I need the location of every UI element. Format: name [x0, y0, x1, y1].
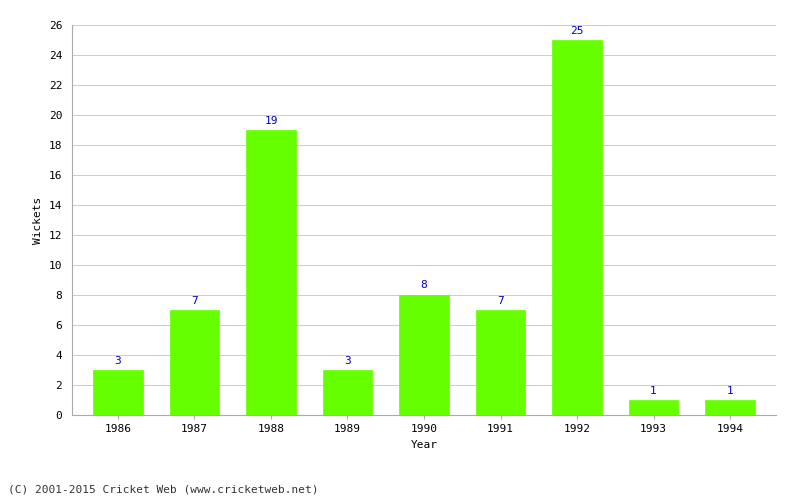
Bar — [476, 310, 526, 415]
Text: 25: 25 — [570, 26, 584, 36]
Text: 7: 7 — [191, 296, 198, 306]
Bar — [552, 40, 602, 415]
Bar — [93, 370, 142, 415]
Bar — [706, 400, 755, 415]
Bar — [399, 295, 449, 415]
Text: 3: 3 — [114, 356, 122, 366]
Text: 1: 1 — [650, 386, 657, 396]
Text: 7: 7 — [497, 296, 504, 306]
Y-axis label: Wickets: Wickets — [34, 196, 43, 244]
Bar — [246, 130, 296, 415]
Text: (C) 2001-2015 Cricket Web (www.cricketweb.net): (C) 2001-2015 Cricket Web (www.cricketwe… — [8, 485, 318, 495]
X-axis label: Year: Year — [410, 440, 438, 450]
Text: 8: 8 — [421, 280, 427, 290]
Text: 3: 3 — [344, 356, 351, 366]
Bar — [322, 370, 372, 415]
Text: 1: 1 — [726, 386, 734, 396]
Bar — [629, 400, 678, 415]
Bar — [170, 310, 219, 415]
Text: 19: 19 — [264, 116, 278, 126]
